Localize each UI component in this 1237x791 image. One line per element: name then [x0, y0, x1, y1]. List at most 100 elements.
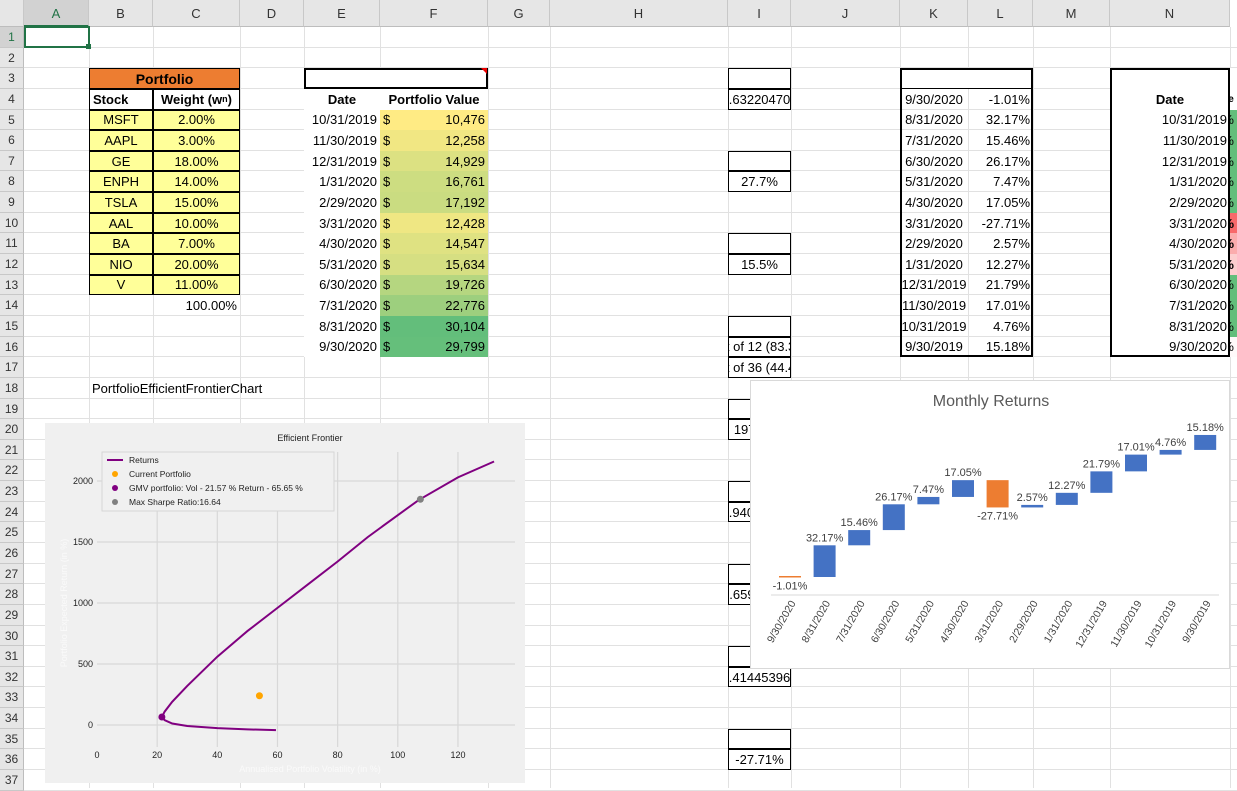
column-header-c[interactable]: C: [153, 0, 240, 27]
column-header-g[interactable]: G: [488, 0, 550, 27]
efficient-frontier-chart[interactable]: 0 20 40 60 80 100 120 0 500 1000 1500 2000 Efficient…: [45, 423, 525, 783]
column-header-a[interactable]: A: [24, 0, 89, 27]
row-header-28[interactable]: 28: [0, 584, 24, 605]
chart-title: Efficient Frontier: [277, 433, 342, 443]
row-header-26[interactable]: 26: [0, 543, 24, 564]
drawdown-date: 2/29/2020: [1110, 192, 1230, 213]
legend: Returns Current Portfolio GMV portfolio: V…: [101, 451, 335, 512]
monthly-return-date: 9/30/2019: [905, 339, 963, 355]
row-header-23[interactable]: 23: [0, 481, 24, 502]
portfolio-weight: 10.00%: [153, 212, 240, 234]
category-label: 12/31/2019: [1073, 598, 1110, 650]
row-header-11[interactable]: 11: [0, 233, 24, 255]
data-label: 7.47%: [913, 484, 944, 496]
row-header-32[interactable]: 32: [0, 666, 24, 688]
row-header-3[interactable]: 3: [0, 68, 24, 89]
column-header-h[interactable]: H: [550, 0, 728, 27]
maximum-drawdown-value: -27.71%: [728, 749, 791, 771]
data-label: 26.17%: [875, 491, 913, 503]
drawdown-value: -1.01%: [1230, 336, 1237, 358]
fill-handle[interactable]: [86, 43, 91, 49]
row-header-31[interactable]: 31: [0, 646, 24, 667]
row-header-9[interactable]: 9: [0, 192, 24, 213]
drawdown-date: 9/30/2020: [1110, 336, 1230, 358]
row-header-13[interactable]: 13: [0, 274, 24, 296]
column-header-l[interactable]: L: [968, 0, 1033, 27]
row-header-24[interactable]: 24: [0, 501, 24, 523]
row-header-36[interactable]: 36: [0, 749, 24, 771]
weight-header-text: Weight (w: [161, 91, 223, 107]
row-header-18[interactable]: 18: [0, 377, 24, 399]
portfolio-title: Portfolio: [89, 68, 240, 89]
portfolio-weight: 20.00%: [153, 254, 240, 275]
row-header-29[interactable]: 29: [0, 604, 24, 626]
gridline: [24, 376, 1237, 378]
column-header-m[interactable]: M: [1033, 0, 1110, 27]
column-header-k[interactable]: K: [900, 0, 968, 27]
gridline: [24, 67, 1237, 69]
row-header-35[interactable]: 35: [0, 728, 24, 750]
x-tick-label: 100: [390, 750, 405, 760]
column-header-e[interactable]: E: [304, 0, 380, 27]
row-header-25[interactable]: 25: [0, 522, 24, 543]
monthly-return-value: 15.46%: [985, 133, 1030, 148]
row-header-2[interactable]: 2: [0, 47, 24, 69]
column-header-n[interactable]: N: [1110, 0, 1230, 27]
row-header-16[interactable]: 16: [0, 336, 24, 358]
row-header-7[interactable]: 7: [0, 150, 24, 172]
column-header-f[interactable]: F: [380, 0, 488, 27]
drawdown-date: 10/31/2019: [1110, 109, 1230, 131]
wealth-amount: 14,929: [445, 153, 485, 169]
column-header-j[interactable]: J: [791, 0, 900, 27]
wealth-amount: 17,192: [445, 194, 485, 210]
row-header-1[interactable]: 1: [0, 27, 24, 48]
legend-swatch: [112, 485, 118, 491]
column-header-b[interactable]: B: [89, 0, 153, 27]
x-axis-label: Annualised Portfolio Volatility (in %): [239, 764, 381, 774]
y-tick-label: 2000: [73, 476, 93, 486]
monthly-return-date: 1/31/2020: [905, 256, 963, 272]
row-header-17[interactable]: 17: [0, 357, 24, 378]
selected-cell-a1[interactable]: [24, 26, 90, 48]
wealth-value: $14,547: [380, 233, 488, 255]
column-header-i[interactable]: I: [728, 0, 791, 27]
column-header-d[interactable]: D: [240, 0, 304, 27]
row-header-4[interactable]: 4: [0, 88, 24, 110]
row-header-33[interactable]: 33: [0, 687, 24, 709]
monthly-return-value: 12.27%: [985, 256, 1030, 272]
gridline: [1230, 27, 1231, 788]
monthly-return-date: 5/31/2020: [905, 174, 963, 190]
row-header-8[interactable]: 8: [0, 171, 24, 193]
currency-symbol: $: [383, 318, 391, 334]
row-header-37[interactable]: 37: [0, 770, 24, 791]
row-header-19[interactable]: 19: [0, 398, 24, 420]
portfolio-weight: 2.00%: [153, 109, 240, 131]
drawdown-value: 0.00%: [1230, 315, 1237, 337]
row-header-34[interactable]: 34: [0, 708, 24, 729]
row-header-6[interactable]: 6: [0, 130, 24, 151]
waterfall-svg: Monthly Returns -1.01% 9/30/2020 32.17% 8/31…: [765, 393, 1225, 650]
row-header-20[interactable]: 20: [0, 419, 24, 440]
gridline: [550, 27, 551, 788]
gridline: [153, 27, 154, 788]
current-portfolio-point: [255, 692, 263, 700]
monthly-returns-waterfall-chart[interactable]: Monthly Returns -1.01% 9/30/2020 32.17% 8/31…: [750, 380, 1230, 669]
row-header-14[interactable]: 14: [0, 295, 24, 316]
drawdown-pct-header: Percentage Drawdown: [1230, 88, 1237, 110]
row-header-27[interactable]: 27: [0, 563, 24, 585]
row-header-30[interactable]: 30: [0, 625, 24, 647]
row-header-12[interactable]: 12: [0, 254, 24, 275]
row-header-5[interactable]: 5: [0, 109, 24, 131]
waterfall-bar: [1194, 434, 1217, 450]
row-header-22[interactable]: 22: [0, 460, 24, 482]
row-header-15[interactable]: 15: [0, 315, 24, 337]
row-header-10[interactable]: 10: [0, 212, 24, 234]
select-all-corner[interactable]: [0, 0, 24, 27]
row-header-21[interactable]: 21: [0, 439, 24, 461]
drawdowns-border: [1110, 68, 1230, 358]
monthly-return-date: 7/31/2020: [905, 133, 963, 148]
data-label: 15.18%: [1187, 422, 1225, 434]
portfolio-stock: BA: [89, 233, 153, 255]
portfolio-weight: 7.00%: [153, 233, 240, 255]
gridline: [240, 27, 241, 788]
